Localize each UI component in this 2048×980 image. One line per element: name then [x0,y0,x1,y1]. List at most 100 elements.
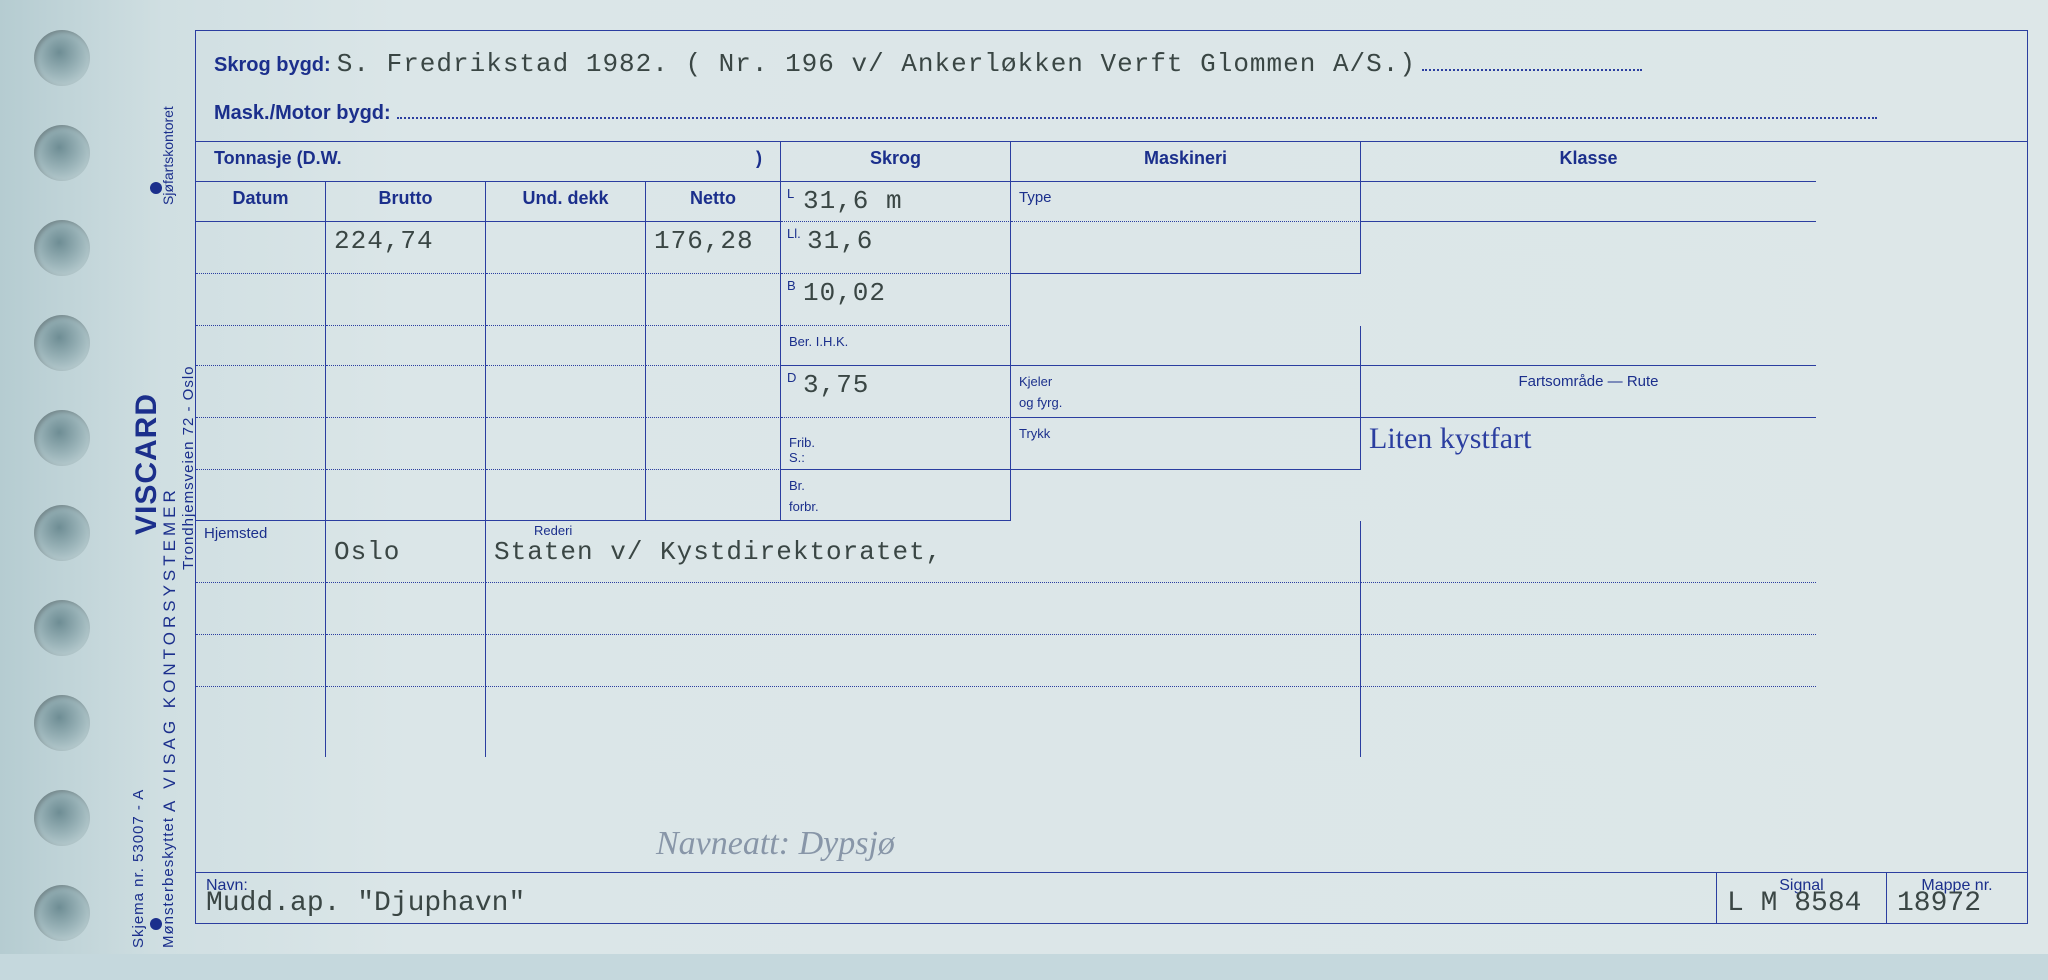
rederi-value-cell: Rederi Staten v/ Kystdirektoratet, [486,521,1361,583]
skrog-b-label: B [787,278,796,293]
empty-cell [326,274,486,326]
hole-icon [34,600,90,656]
farts-label: Fartsområde — Rute [1518,373,1658,390]
table-row: Ber. I.H.K. [196,326,2027,366]
punch-holes [34,30,90,980]
empty-cell [196,366,326,418]
ber-maskineri-cell [1011,326,1361,366]
unddekk-cell [486,222,646,274]
navn-value: Mudd.ap. "Djuphavn" [206,888,525,919]
empty-cell [196,418,326,470]
farts-value: Liten kystfart [1369,422,1531,455]
skrog-b-cell: B 10,02 [781,274,1011,326]
empty-cell [486,418,646,470]
skrog-d-value: 3,75 [803,370,869,400]
mappe-value: 18972 [1897,888,1981,919]
hjemsted-label-cell: Hjemsted [196,521,326,583]
datum-cell [196,222,326,274]
farts-value-cell: Liten kystfart [1361,418,1816,470]
unddekk-header: Und. dekk [486,182,646,222]
table-row: Br. forbr. [196,470,2027,521]
empty-cell [646,326,781,366]
index-card: Sjøfartskontoret VISCARD A VISAG KONTORS… [0,0,2048,954]
empty-row [196,687,2027,757]
skrog-header: Skrog [781,142,1011,182]
empty-cell [486,326,646,366]
table-header-1: Tonnasje (D.W. ) Skrog Maskineri Klasse [196,142,2027,182]
tonnasje-close: ) [756,148,762,169]
hole-icon [34,885,90,941]
bullet-icon [150,182,162,194]
skrog-bygd-row: Skrog bygd: S. Fredrikstad 1982. ( Nr. 1… [196,31,2027,85]
hole-icon [34,125,90,181]
brforbr-label: Br. forbr. [789,478,819,514]
card: Skrog bygd: S. Fredrikstad 1982. ( Nr. 1… [195,30,2028,924]
brutto-value: 224,74 [334,226,434,256]
hole-icon [34,315,90,371]
hole-icon [34,790,90,846]
skrog-b-value: 10,02 [803,278,886,308]
brand-label: VISCARD [130,393,164,535]
ber-klasse-cell [1361,326,1816,366]
frib-cell: Frib. S.: [781,418,1011,470]
farts-label-cell: Fartsområde — Rute [1361,366,1816,418]
signal-value: L M 8584 [1727,888,1861,919]
brutto-cell: 224,74 [326,222,486,274]
bullet-icon [150,918,162,930]
hole-icon [34,505,90,561]
hole-icon [34,220,90,276]
empty-cell [486,470,646,521]
empty-cell [326,470,486,521]
empty-cell [326,366,486,418]
side-labels: Sjøfartskontoret VISCARD A VISAG KONTORS… [108,50,188,900]
table-row: B 10,02 [196,274,2027,326]
empty-cell [646,366,781,418]
skrog-bygd-value: S. Fredrikstad 1982. ( Nr. 196 v/ Ankerl… [337,49,1416,79]
rederi-klasse-cell [1361,521,1816,583]
table-header-2: Datum Brutto Und. dekk Netto L 31,6 m Ty… [196,182,2027,222]
empty-cell [646,418,781,470]
rederi-value: Staten v/ Kystdirektoratet, [494,537,942,567]
mappe-cell: Mappe nr. 18972 [1887,873,2027,923]
navn-cell: Navn: Mudd.ap. "Djuphavn" [196,873,1717,923]
hole-icon [34,695,90,751]
empty-cell [1361,687,1816,757]
datum-header: Datum [196,182,326,222]
rederi-row: Hjemsted Oslo Rederi Staten v/ Kystdirek… [196,521,2027,583]
netto-value: 176,28 [654,226,754,256]
tonnasje-label: Tonnasje (D.W. [214,148,342,168]
empty-cell [646,470,781,521]
hjemsted-label: Hjemsted [204,525,267,542]
empty-cell [1361,635,1816,687]
ber-cell: Ber. I.H.K. [781,326,1011,366]
empty-cell [196,470,326,521]
maskineri-type-cell: Type [1011,182,1361,222]
kjeler-label: Kjeler og fyrg. [1019,374,1062,410]
klasse-header: Klasse [1361,142,1816,182]
sjofart-label: Sjøfartskontoret [160,106,176,205]
frib-label: Frib. S.: [789,435,815,465]
empty-row [196,583,2027,635]
empty-cell [196,687,326,757]
signal-cell: Signal L M 8584 [1717,873,1887,923]
empty-cell [326,687,486,757]
empty-cell [486,366,646,418]
empty-row [196,635,2027,687]
brutto-header: Brutto [326,182,486,222]
empty-cell [646,274,781,326]
empty-cell [486,274,646,326]
trykk-label: Trykk [1019,426,1050,441]
empty-cell [326,583,486,635]
skrog-d-cell: D 3,75 [781,366,1011,418]
table-row: Frib. S.: Trykk Liten kystfart [196,418,2027,470]
trykk-cell: Trykk [1011,418,1361,470]
netto-cell: 176,28 [646,222,781,274]
dotted-line [1422,47,1642,71]
hole-icon [34,410,90,466]
empty-cell [326,326,486,366]
hole-icon [34,30,90,86]
klasse-cell [1361,182,1816,222]
skjema-label: Skjema nr. 53007 - A [130,789,147,948]
brforbr-cell: Br. forbr. [781,470,1011,521]
kjeler-cell: Kjeler og fyrg. [1011,366,1361,418]
